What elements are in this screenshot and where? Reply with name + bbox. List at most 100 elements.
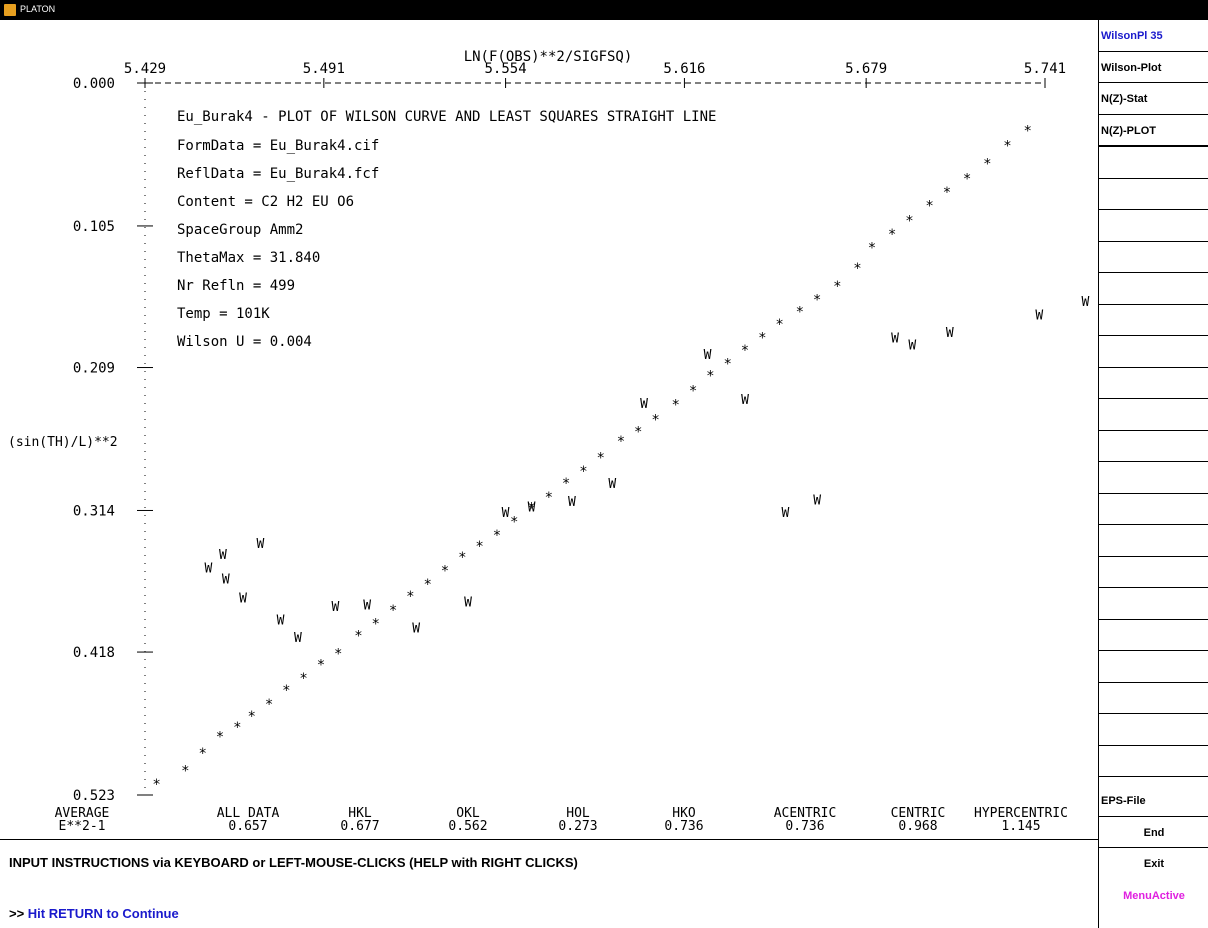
wilson-curve-point: W: [256, 537, 264, 552]
y-tick-label: 0.418: [73, 645, 115, 661]
menu-item-n-z-stat[interactable]: N(Z)-Stat: [1099, 83, 1208, 115]
footer-value: 0.968: [898, 819, 937, 834]
x-tick-label: 5.679: [845, 61, 887, 77]
title-bar: PLATON: [0, 0, 1208, 20]
fit-line-point: *: [406, 589, 414, 605]
menu-empty-slot: [1099, 398, 1208, 399]
wilson-plot: 5.429 5.491 5.554 5.616 5.679 5.741 0.000 0.105…: [8, 49, 1089, 834]
menu-empty-slot: [1099, 366, 1208, 368]
fit-line-point: *: [634, 425, 642, 441]
footer-label: ALL DATA: [217, 806, 280, 821]
plot-info-line: Content = C2 H2 EU O6: [177, 194, 354, 210]
fit-line-point: *: [597, 450, 605, 466]
menu-empty-slot: [1099, 177, 1208, 179]
fit-line-point: *: [672, 397, 680, 413]
fit-line-point: *: [1023, 124, 1031, 140]
menu-empty-slot: [1099, 555, 1208, 557]
fit-line-point: *: [888, 227, 896, 243]
menu-item-wilsonpl-35[interactable]: WilsonPl 35: [1099, 20, 1208, 52]
wilson-curve-point: W: [568, 495, 576, 510]
menu-item-wilson-plot[interactable]: Wilson-Plot: [1099, 52, 1208, 83]
menu-item-menuactive[interactable]: MenuActive: [1123, 889, 1185, 902]
plot-heading: Eu_Burak4 - PLOT OF WILSON CURVE AND LEA…: [177, 109, 716, 125]
fit-line-point: *: [706, 369, 714, 385]
footer-label: HKO: [672, 806, 696, 821]
plot-info-line: ThetaMax = 31.840: [177, 250, 320, 266]
fit-line-point: *: [493, 528, 501, 544]
x-tick-label: 5.616: [663, 61, 705, 77]
wilson-curve-point: W: [239, 592, 247, 607]
fit-line-point: *: [423, 577, 431, 593]
wilson-curve-point: W: [277, 613, 285, 628]
wilson-curve-point: W: [222, 573, 230, 588]
menu-empty-slot: [1099, 272, 1208, 273]
wilson-curve-point: W: [294, 631, 302, 646]
plot-axes: [137, 78, 1046, 796]
side-menu: WilsonPl 35 Wilson-Plot N(Z)-Stat N(Z)-PLOT…: [1098, 20, 1208, 928]
wilson-curve-point: W: [412, 622, 420, 637]
menu-empty-slot: [1099, 240, 1208, 242]
wilson-curve-point: W: [908, 338, 916, 353]
footer-value: 0.736: [785, 819, 824, 834]
x-tick-label: 5.554: [484, 61, 526, 77]
fit-line-point: *: [265, 697, 273, 713]
window-title: PLATON: [20, 4, 56, 14]
fit-line-point: *: [299, 671, 307, 687]
wilson-curve-point: W: [331, 600, 339, 615]
fit-line-point: *: [963, 171, 971, 187]
plot-info-line: SpaceGroup Amm2: [177, 222, 303, 238]
plot-info-line: FormData = Eu_Burak4.cif: [177, 138, 379, 154]
fit-line-point: *: [216, 729, 224, 745]
wilson-curve-point: W: [464, 596, 472, 611]
footer-value: 0.657: [228, 819, 267, 834]
menu-empty-slot: [1099, 587, 1208, 588]
fit-line-point: *: [475, 539, 483, 555]
plot-info-line: ReflData = Eu_Burak4.fcf: [177, 166, 379, 182]
fit-line-point: *: [651, 412, 659, 428]
menu-item-end[interactable]: End: [1099, 817, 1208, 848]
footer-label: CENTRIC: [891, 806, 946, 821]
fit-line-point: *: [198, 746, 206, 762]
footer-label: HKL: [348, 806, 372, 821]
fit-line-point: *: [925, 199, 933, 215]
fit-line-point: *: [441, 563, 449, 579]
plot-info-line: Nr Refln = 499: [177, 278, 295, 294]
menu-item-eps-file[interactable]: EPS-File: [1099, 785, 1208, 817]
menu-empty-slot: [1099, 461, 1208, 462]
app-icon: [4, 4, 16, 16]
wilson-curve-point: W: [1081, 295, 1089, 310]
menu-item-exit[interactable]: Exit: [1143, 858, 1165, 870]
footer-value: 0.562: [448, 819, 487, 834]
fit-line-point: *: [853, 261, 861, 277]
prompt-text: Hit RETURN to Continue: [27, 906, 179, 921]
menu-empty-slot: [1099, 429, 1208, 431]
wilson-curve-point: W: [363, 598, 371, 613]
fit-line-point: *: [617, 434, 625, 450]
y-tick-label: 0.209: [73, 361, 115, 377]
menu-empty-slot: [1099, 713, 1208, 714]
fit-line-point: *: [248, 709, 256, 725]
y-tick-label: 0.105: [73, 219, 115, 235]
fit-line-point: *: [1003, 139, 1011, 155]
fit-line-point: *: [510, 514, 518, 530]
footer-label: OKL: [456, 806, 480, 821]
fit-line-point: *: [152, 777, 160, 793]
wilson-curve-point: W: [219, 548, 227, 563]
wilson-curve-point: W: [528, 500, 536, 515]
fit-line-point: *: [689, 384, 697, 400]
fit-line-point: *: [354, 629, 362, 645]
wilson-curve-point: W: [813, 494, 821, 509]
menu-item-n-z-plot[interactable]: N(Z)-PLOT: [1099, 115, 1208, 146]
fit-line-point: *: [796, 305, 804, 321]
wilson-curve-point: W: [704, 348, 712, 363]
x-tick-label: 5.429: [124, 61, 166, 77]
menu-empty-slot: [1099, 146, 1208, 147]
plot-info-line: Temp = 101K: [177, 306, 270, 322]
fit-line-point: *: [527, 501, 535, 517]
prompt-line: >> Hit RETURN to Continue: [9, 906, 179, 921]
menu-empty-slot: [1099, 650, 1208, 651]
status-separator: [0, 839, 1098, 840]
menu-empty-slot: [1099, 303, 1208, 305]
fit-line-point: *: [458, 550, 466, 566]
menu-empty-slot: [1099, 776, 1208, 777]
